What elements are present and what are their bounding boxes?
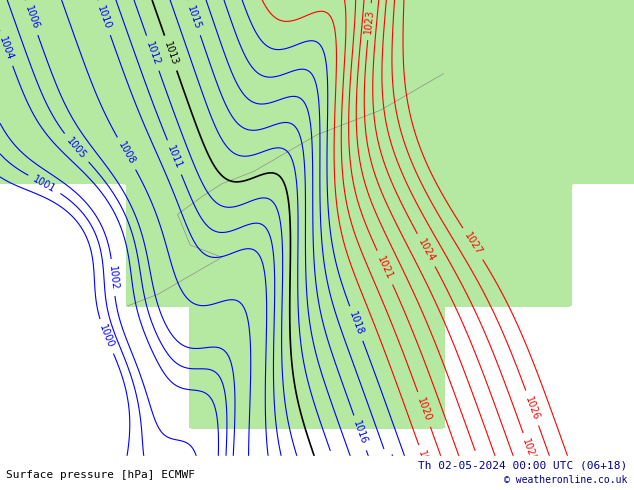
Text: 1006: 1006 (23, 4, 41, 31)
Text: 1025: 1025 (521, 437, 538, 464)
Text: 1022: 1022 (472, 455, 490, 482)
Text: 1000: 1000 (97, 323, 115, 350)
Text: 1023: 1023 (363, 9, 375, 34)
Text: 1012: 1012 (144, 40, 162, 67)
Text: 1008: 1008 (116, 140, 137, 167)
Text: Th 02-05-2024 00:00 UTC (06+18): Th 02-05-2024 00:00 UTC (06+18) (418, 461, 628, 470)
Text: 1024: 1024 (416, 237, 436, 263)
Text: 1010: 1010 (95, 4, 113, 31)
Text: 1027: 1027 (462, 231, 484, 257)
Text: 1016: 1016 (351, 420, 369, 446)
Text: 1002: 1002 (107, 265, 119, 290)
Text: 1017: 1017 (381, 453, 399, 480)
Text: © weatheronline.co.uk: © weatheronline.co.uk (504, 475, 628, 485)
Text: 1005: 1005 (65, 135, 88, 161)
Text: 1011: 1011 (165, 144, 184, 171)
Text: Surface pressure [hPa] ECMWF: Surface pressure [hPa] ECMWF (6, 470, 195, 480)
Text: 1013: 1013 (162, 40, 179, 66)
Text: 1020: 1020 (415, 396, 433, 423)
Text: 1021: 1021 (375, 254, 394, 281)
Text: 1014: 1014 (328, 455, 346, 482)
Text: 1004: 1004 (0, 35, 15, 62)
Text: 1026: 1026 (523, 395, 541, 421)
Text: Th 02-05-2024 00:00 UTC (06+18): Th 02-05-2024 00:00 UTC (06+18) (418, 461, 628, 470)
Text: 1015: 1015 (186, 4, 203, 31)
Text: 1018: 1018 (347, 310, 365, 337)
Text: Surface pressure [hPa] ECMWF: Surface pressure [hPa] ECMWF (6, 470, 195, 480)
Text: 1019: 1019 (416, 449, 434, 476)
Text: 1001: 1001 (32, 173, 58, 195)
Text: © weatheronline.co.uk: © weatheronline.co.uk (504, 475, 628, 485)
